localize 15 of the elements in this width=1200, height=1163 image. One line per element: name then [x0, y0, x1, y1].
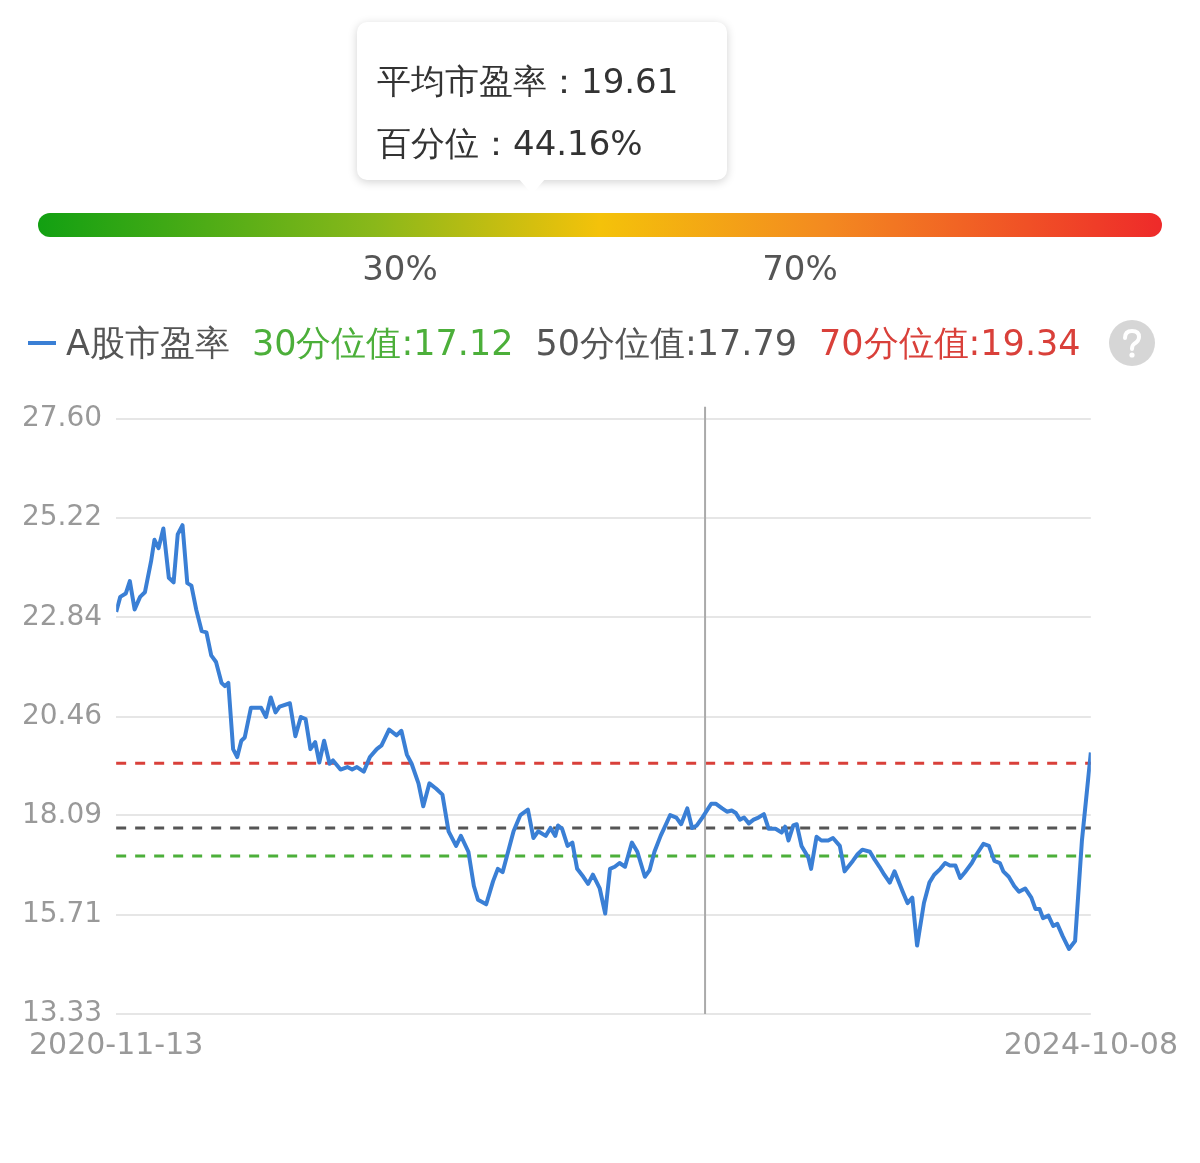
- legend-label: A股市盈率: [66, 321, 230, 365]
- y-tick-label: 27.60: [21, 400, 103, 434]
- text: 百分位：44.16%: [377, 122, 644, 165]
- ref-line-label: 70分位值:19.34: [819, 321, 1081, 365]
- ref-line-label: 30分位值:17.12: [251, 321, 514, 365]
- y-tick-label: 25.22: [21, 499, 103, 533]
- y-tick-label: 18.09: [21, 796, 103, 830]
- ref-line-label: 50分位值:17.79: [535, 321, 798, 365]
- x-tick-label: 2024-10-08: [1003, 1025, 1179, 1061]
- text: 70%: [761, 248, 839, 288]
- y-tick-label: 22.84: [21, 598, 103, 632]
- text: 30%: [361, 248, 439, 288]
- text: 平均市盈率：19.61: [377, 60, 680, 103]
- y-tick-label: 20.46: [21, 697, 103, 731]
- y-tick-label: 15.71: [21, 896, 103, 930]
